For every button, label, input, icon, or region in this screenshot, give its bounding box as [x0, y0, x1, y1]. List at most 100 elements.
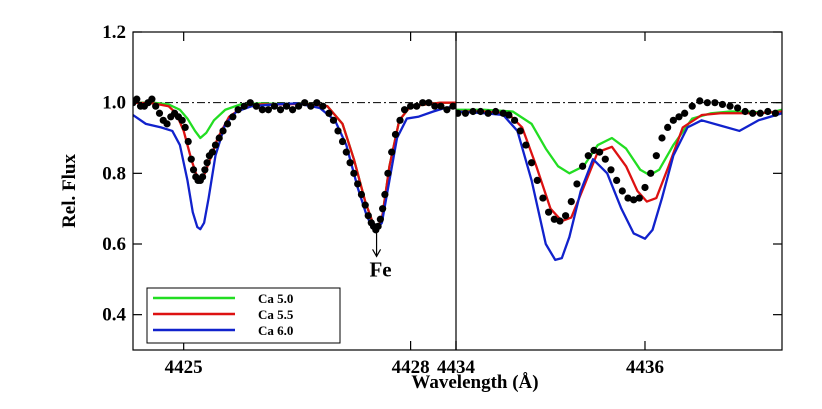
- y-tick-label: 0.8: [102, 163, 126, 184]
- data-point: [484, 109, 492, 117]
- data-point: [756, 109, 764, 117]
- right-panel-series: [456, 97, 782, 262]
- data-point: [579, 162, 587, 170]
- data-point: [505, 111, 513, 119]
- data-point: [596, 148, 604, 156]
- data-point: [696, 97, 704, 105]
- data-point: [396, 116, 404, 124]
- data-point: [301, 99, 309, 107]
- legend-label-ca55: Ca 5.5: [258, 307, 294, 322]
- data-point: [234, 106, 242, 114]
- data-point: [384, 169, 392, 177]
- data-point: [469, 107, 477, 116]
- data-point: [252, 102, 260, 110]
- data-point: [590, 146, 598, 154]
- left-panel-series: [133, 95, 456, 234]
- y-tick-label: 1.2: [102, 22, 126, 43]
- data-point: [618, 187, 626, 195]
- data-point: [350, 169, 358, 177]
- data-point: [229, 113, 237, 121]
- data-point: [246, 99, 254, 107]
- data-point: [307, 102, 315, 110]
- fe-label: Fe: [369, 257, 391, 281]
- data-point: [607, 166, 615, 174]
- x-tick-label: 4428: [392, 357, 430, 378]
- data-point: [567, 198, 575, 206]
- data-point: [635, 194, 643, 202]
- model-line-ca60: [456, 110, 782, 262]
- data-point: [381, 190, 389, 199]
- data-point: [539, 194, 547, 202]
- data-point: [295, 102, 303, 110]
- data-point: [641, 183, 649, 192]
- data-point: [584, 152, 592, 160]
- data-point: [289, 106, 297, 114]
- data-point: [437, 102, 445, 110]
- data-point: [562, 212, 570, 220]
- data-point: [407, 102, 415, 110]
- data-point: [376, 215, 384, 223]
- model-line-ca55: [456, 110, 782, 223]
- data-point: [527, 159, 536, 167]
- data-point: [461, 109, 470, 117]
- data-point: [550, 215, 558, 223]
- data-point: [510, 116, 519, 124]
- data-point: [155, 109, 164, 117]
- data-point: [681, 109, 689, 117]
- data-point: [354, 180, 362, 188]
- data-point: [163, 120, 171, 128]
- data-point: [652, 152, 660, 160]
- fe-arrow-head: [372, 249, 382, 258]
- data-point: [215, 134, 223, 142]
- y-tick-label: 1.0: [102, 93, 126, 114]
- data-point: [573, 180, 581, 188]
- data-point: [198, 173, 207, 181]
- data-point: [545, 208, 553, 216]
- data-point: [400, 106, 409, 114]
- data-point: [282, 102, 291, 110]
- data-point: [219, 127, 227, 135]
- data-point: [364, 212, 372, 220]
- data-point: [413, 102, 421, 110]
- legend-box: [146, 287, 341, 344]
- x-axis-title: Wavelength (Å): [411, 372, 538, 393]
- data-point: [741, 107, 749, 116]
- data-point: [334, 127, 342, 135]
- y-tick-label: 0.6: [102, 234, 126, 255]
- data-point: [711, 99, 719, 107]
- x-tick-label: 4425: [165, 357, 203, 378]
- data-point: [688, 102, 696, 110]
- data-point: [419, 99, 427, 107]
- legend-label-ca60: Ca 6.0: [258, 323, 293, 338]
- data-point: [456, 109, 462, 117]
- legend-label-ca50: Ca 5.0: [258, 291, 293, 306]
- data-point: [391, 130, 400, 139]
- data-point: [379, 205, 387, 213]
- data-point: [203, 159, 211, 167]
- data-point: [211, 141, 220, 149]
- data-point: [718, 100, 727, 109]
- data-point: [771, 109, 779, 117]
- data-point: [669, 116, 677, 124]
- data-point: [342, 148, 350, 156]
- data-point: [276, 106, 285, 114]
- data-point: [325, 109, 333, 117]
- data-point: [647, 169, 655, 177]
- data-point: [556, 217, 564, 225]
- data-point: [431, 102, 439, 110]
- data-point: [374, 222, 382, 230]
- y-tick-label: 0.4: [102, 305, 126, 326]
- data-point: [338, 137, 347, 146]
- data-point: [189, 166, 198, 174]
- data-point: [148, 95, 156, 103]
- data-point: [264, 106, 272, 114]
- data-point: [476, 107, 485, 116]
- x-tick-label: 4436: [626, 357, 664, 378]
- data-point: [270, 102, 279, 110]
- fe-annotation: Fe: [369, 231, 392, 281]
- data-point: [346, 159, 354, 167]
- data-point: [357, 190, 366, 199]
- data-point: [361, 201, 369, 209]
- data-point: [764, 107, 772, 116]
